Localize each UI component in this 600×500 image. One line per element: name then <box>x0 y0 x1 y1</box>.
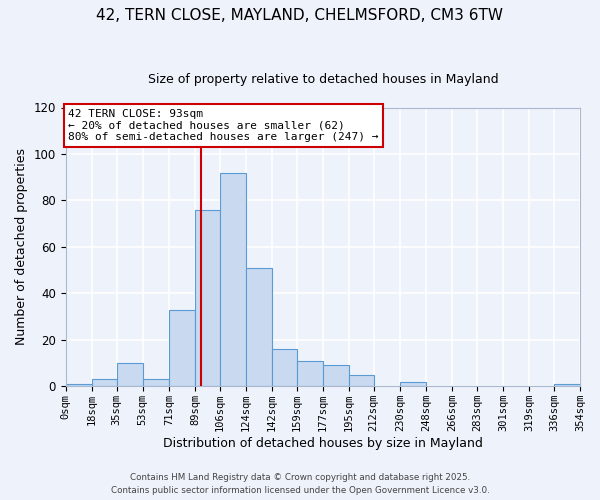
Bar <box>220 172 246 386</box>
Bar <box>65 384 92 386</box>
Text: 42 TERN CLOSE: 93sqm
← 20% of detached houses are smaller (62)
80% of semi-detac: 42 TERN CLOSE: 93sqm ← 20% of detached h… <box>68 109 379 142</box>
X-axis label: Distribution of detached houses by size in Mayland: Distribution of detached houses by size … <box>163 437 483 450</box>
Bar <box>246 268 272 386</box>
Bar <box>143 380 169 386</box>
Bar <box>169 310 195 386</box>
Bar <box>400 382 426 386</box>
Y-axis label: Number of detached properties: Number of detached properties <box>15 148 28 346</box>
Bar <box>296 360 323 386</box>
Bar <box>554 384 580 386</box>
Text: 42, TERN CLOSE, MAYLAND, CHELMSFORD, CM3 6TW: 42, TERN CLOSE, MAYLAND, CHELMSFORD, CM3… <box>97 8 503 22</box>
Text: Contains HM Land Registry data © Crown copyright and database right 2025.
Contai: Contains HM Land Registry data © Crown c… <box>110 474 490 495</box>
Bar <box>349 374 374 386</box>
Bar <box>272 349 296 387</box>
Bar <box>323 366 349 386</box>
Bar <box>116 363 143 386</box>
Bar <box>195 210 220 386</box>
Bar <box>92 380 116 386</box>
Title: Size of property relative to detached houses in Mayland: Size of property relative to detached ho… <box>148 72 498 86</box>
